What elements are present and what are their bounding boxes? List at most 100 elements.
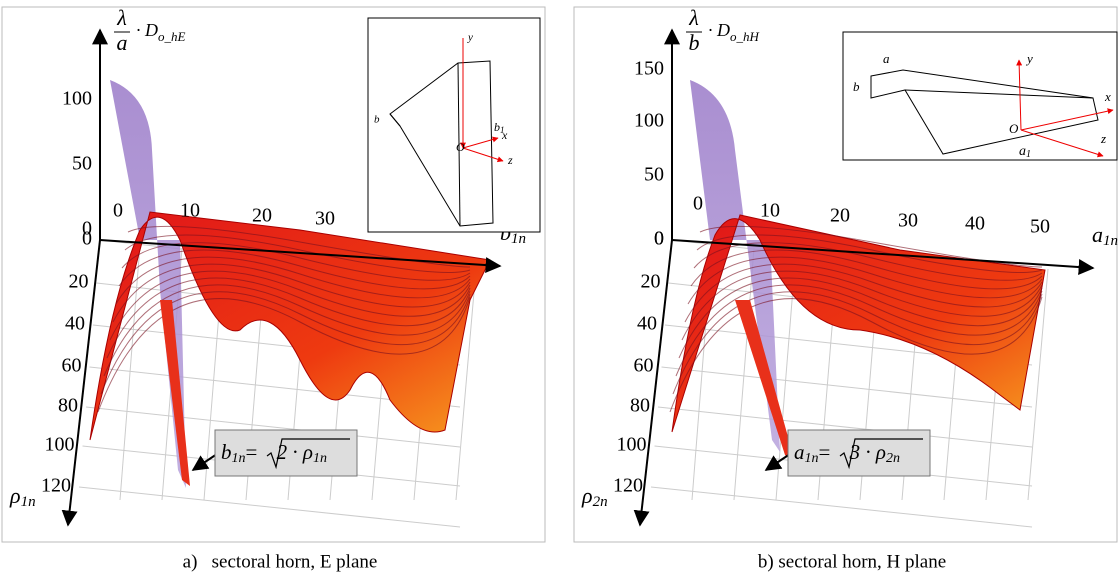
- surface-line: [699, 225, 1043, 268]
- inset-label: x: [501, 128, 508, 142]
- surface-line: [669, 296, 1043, 413]
- z-tick-label: 150: [634, 58, 664, 80]
- y-tick-label: 20: [641, 271, 661, 293]
- x-tick-label: 20: [830, 205, 850, 227]
- surface-line: [115, 256, 471, 305]
- inset-frame: [367, 17, 541, 233]
- inset-line: [904, 89, 1094, 99]
- subscript: 1n: [511, 231, 526, 247]
- inset-label: O: [1009, 121, 1019, 136]
- subscript: 1n: [21, 494, 36, 510]
- floor-grid: [78, 486, 461, 528]
- root-sign: [839, 438, 923, 470]
- floor-grid: [657, 406, 1033, 448]
- surface-line: [97, 296, 471, 413]
- z-label-numerator: λ: [688, 5, 699, 30]
- inset-label: y: [467, 32, 473, 44]
- surface-line: [109, 270, 471, 341]
- subscript: o_hH: [730, 29, 760, 44]
- z-label-symbol: · Do_hE: [136, 20, 186, 44]
- y-axis: [633, 239, 673, 527]
- root-sign: [266, 438, 350, 470]
- y-axis: [61, 239, 101, 527]
- x-axis: [99, 239, 502, 274]
- y-tick-label: 120: [613, 475, 643, 497]
- z-tick-label: 50: [644, 164, 664, 186]
- subscript: 1n: [1103, 233, 1118, 249]
- formula-box: [214, 429, 358, 477]
- inset-label: b: [374, 114, 380, 126]
- y-tick-label: 40: [65, 313, 85, 335]
- floor-grid: [119, 244, 141, 501]
- y-tick-label: 120: [41, 475, 71, 497]
- surface-line: [687, 256, 1043, 305]
- surface-line: [112, 263, 471, 323]
- pointer: [191, 453, 218, 471]
- x-tick-label: 20: [252, 205, 272, 227]
- surface-line: [118, 249, 471, 290]
- radicand: 2 · ρ: [277, 440, 313, 464]
- x-tick-label: 0: [693, 193, 703, 215]
- inset-line: [389, 113, 401, 127]
- x-tick-label: 0: [113, 200, 123, 222]
- y-axis-label: ρ2n: [581, 483, 608, 510]
- floor-grid: [1027, 268, 1049, 501]
- surface-line: [124, 234, 471, 273]
- x-axis: [671, 239, 1095, 276]
- surface-line: [690, 249, 1043, 290]
- inset-line: [1020, 129, 1104, 158]
- inset-line: [462, 147, 504, 163]
- y-tick-label: 40: [637, 313, 657, 335]
- z-tick-label: 0: [654, 228, 664, 250]
- z-tick-label: 100: [634, 110, 664, 132]
- subscript: 2n: [593, 494, 608, 510]
- inset-label: b1: [494, 120, 505, 135]
- equals: =: [819, 440, 836, 464]
- y-tick-label: 20: [69, 271, 89, 293]
- caption: b) sectoral horn, H plane: [758, 551, 946, 572]
- subscript: 1: [1026, 149, 1031, 160]
- y-tick-label: 80: [58, 395, 78, 417]
- subscript: 1n: [232, 451, 246, 466]
- floor-grid: [455, 268, 477, 501]
- x-tick-label: 50: [1030, 216, 1050, 238]
- floor-grid: [661, 366, 1033, 408]
- inset-line: [1020, 108, 1114, 131]
- x-tick-label: 30: [315, 208, 335, 230]
- y-tick-label: 80: [630, 395, 650, 417]
- inset-label: z: [507, 153, 513, 167]
- surface-line: [693, 242, 1043, 281]
- x-axis-label: b1n: [500, 220, 526, 247]
- floor-grid: [85, 406, 461, 448]
- subscript: 1n: [805, 451, 819, 466]
- inset-line: [1016, 59, 1023, 131]
- inset-label: b: [853, 79, 860, 94]
- inset-label: a: [883, 51, 890, 66]
- panel-frame: [573, 6, 1118, 543]
- y-tick-label: 100: [617, 434, 647, 456]
- panel-frame: [1, 6, 546, 543]
- inset-label: O: [456, 140, 465, 154]
- floor-grid: [733, 247, 755, 501]
- formula-box: [787, 429, 931, 477]
- inset-label: x: [1104, 89, 1111, 104]
- z-tick-label: 50: [72, 153, 92, 175]
- y-tick-label: 0: [82, 228, 92, 250]
- y-tick-label: 0: [654, 228, 664, 250]
- z-label-denominator: b: [689, 30, 700, 55]
- surface-line: [672, 291, 1043, 395]
- z-tick-label: 0: [82, 218, 92, 240]
- equals: =: [246, 440, 263, 464]
- floor-grid: [650, 486, 1033, 528]
- x-tick-label: 40: [965, 213, 985, 235]
- surface-line: [127, 225, 471, 268]
- z-label-numerator: λ: [116, 5, 127, 30]
- surface-line: [103, 284, 471, 377]
- inset-label: y: [1025, 51, 1033, 66]
- surface-line: [684, 263, 1043, 323]
- x-axis-label: a1n: [1092, 222, 1118, 249]
- x-tick-label: 30: [898, 210, 918, 232]
- subscript: 2n: [886, 451, 900, 466]
- surface: [89, 211, 491, 441]
